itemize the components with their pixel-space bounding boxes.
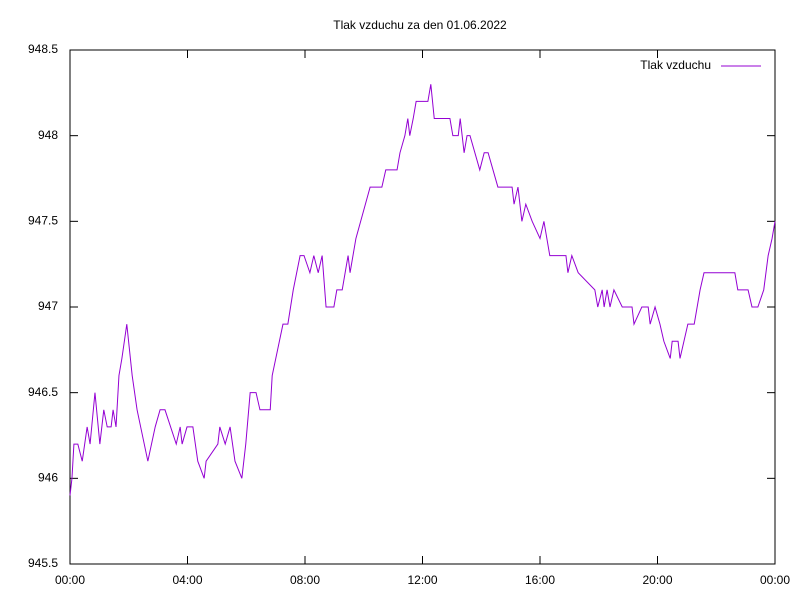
y-tick-label: 947 (38, 299, 58, 313)
x-tick-label: 00:00 (55, 573, 85, 587)
line-series (69, 84, 776, 496)
y-tick-label: 946 (38, 471, 58, 485)
x-tick-label: 12:00 (407, 573, 437, 587)
x-tick-label: 16:00 (525, 573, 555, 587)
chart-title: Tlak vzduchu za den 01.06.2022 (333, 18, 507, 32)
x-tick-label: 20:00 (642, 573, 672, 587)
plot-frame (69, 49, 776, 565)
x-tick-label: 04:00 (172, 573, 202, 587)
y-tick-label: 945.5 (28, 556, 58, 570)
legend-label: Tlak vzduchu (640, 58, 711, 72)
y-tick-label: 947.5 (28, 214, 58, 228)
x-tick-label: 00:00 (760, 573, 790, 587)
x-tick-label: 08:00 (290, 573, 320, 587)
y-tick-label: 948 (38, 128, 58, 142)
y-tick-label: 948.5 (28, 42, 58, 56)
y-tick-label: 946.5 (28, 385, 58, 399)
